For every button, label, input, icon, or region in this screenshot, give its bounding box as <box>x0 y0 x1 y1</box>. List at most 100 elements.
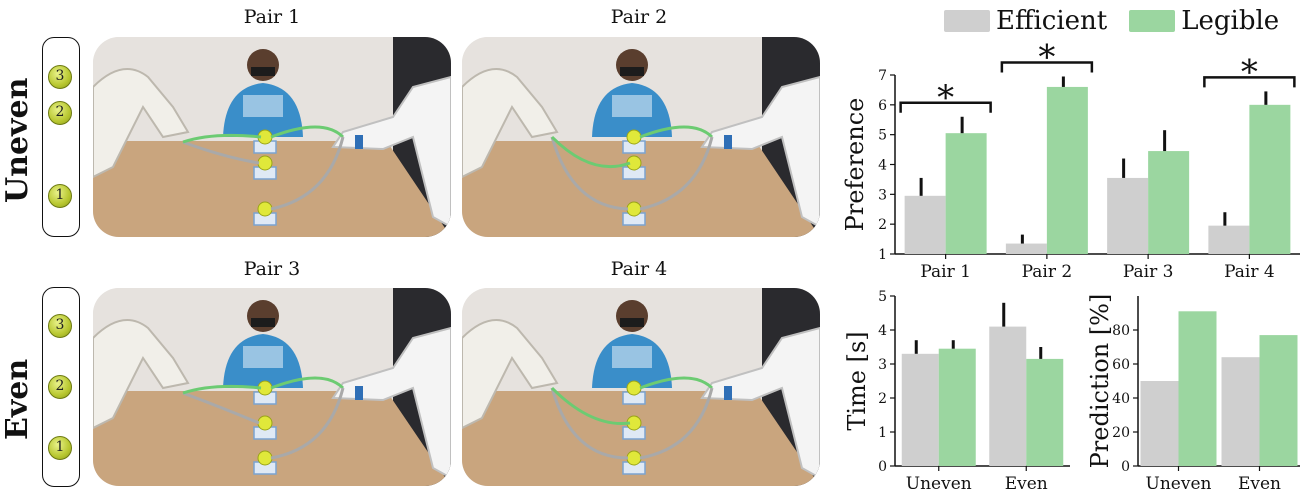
chart-1: 0 1 2 3 4 5 Time [s] Uneven Even <box>843 289 1070 490</box>
significance-mark: * <box>1038 37 1055 77</box>
significance-mark: * <box>937 78 954 118</box>
x-tick-label: Uneven <box>906 474 972 490</box>
y-tick-label: 4 <box>878 323 887 339</box>
trajectory-legible-right <box>270 125 345 139</box>
trajectory-efficient <box>182 140 260 165</box>
x-tick-label: Pair 3 <box>1123 262 1174 282</box>
trajectory-efficient-right <box>639 387 714 460</box>
trajectory-legible-right <box>270 376 345 390</box>
bar-efficient <box>1107 177 1149 254</box>
legend-label-efficient: Efficient <box>996 6 1108 36</box>
y-tick-label: 5 <box>878 289 887 305</box>
significance-mark: * <box>1241 52 1258 92</box>
y-tick-label: 4 <box>878 158 887 174</box>
y-tick-label: 2 <box>878 217 887 233</box>
bar-efficient <box>904 195 946 254</box>
y-axis-label: Time [s] <box>843 331 871 430</box>
bar-legible <box>1046 86 1088 254</box>
y-tick-label: 80 <box>1112 323 1130 339</box>
scene-photo-pair-1 <box>93 37 451 237</box>
significance-bracket <box>1203 76 1296 88</box>
y-tick-label: 7 <box>878 68 887 84</box>
y-axis-label: Prediction [%] <box>1086 294 1114 469</box>
mask <box>620 318 644 327</box>
y-tick-label: 2 <box>878 391 887 407</box>
ball-marker-even-3: 3 <box>48 314 72 338</box>
bar-legible <box>1259 335 1298 466</box>
ball-marker-uneven-2: 2 <box>48 101 72 125</box>
x-tick-label: Even <box>1238 474 1281 490</box>
ball-marker-uneven-3: 3 <box>48 65 72 89</box>
bar-legible <box>1026 358 1064 466</box>
x-tick-label: Pair 2 <box>1022 262 1073 282</box>
trajectory-legible-right <box>639 125 714 139</box>
y-tick-label: 1 <box>878 425 887 441</box>
mask <box>251 318 275 327</box>
scene-photo-pair-3 <box>93 288 451 486</box>
chart-0: 1 2 3 4 5 6 7 Preference Pair 1 Pair 2 Pair 3 Pair … <box>841 37 1300 282</box>
pair-title-3: Pair 3 <box>243 258 301 280</box>
table <box>462 141 820 237</box>
bar-legible <box>1148 151 1190 254</box>
y-tick-label: 20 <box>1112 425 1130 441</box>
bar-efficient <box>1005 243 1047 254</box>
scene-photo-pair-2 <box>462 37 820 237</box>
mask <box>620 67 644 76</box>
pair-title-4: Pair 4 <box>610 258 668 280</box>
left-robot-arm <box>462 319 559 430</box>
pair-title-1: Pair 1 <box>243 6 301 28</box>
significance-bracket <box>899 101 992 113</box>
bar-legible <box>938 348 976 466</box>
bar-efficient <box>1208 225 1250 254</box>
y-tick-label: 40 <box>1112 391 1130 407</box>
scene-photo-pair-4 <box>462 288 820 486</box>
left-robot-arm <box>93 68 190 179</box>
trajectory-efficient <box>550 136 629 211</box>
x-tick-label: Uneven <box>1146 474 1212 490</box>
pair-title-2: Pair 2 <box>610 6 668 28</box>
scene-illustration <box>93 37 451 237</box>
chart-legend: Efficient Legible <box>944 6 1279 36</box>
bar-efficient <box>989 326 1027 466</box>
scene-illustration <box>93 288 451 486</box>
bar-legible <box>1178 311 1217 466</box>
shirt-print <box>243 346 283 368</box>
trajectory-legible-right <box>639 376 714 390</box>
y-tick-label: 5 <box>878 128 887 144</box>
legend-swatch-efficient <box>944 10 990 32</box>
robot-joint-blue <box>355 135 363 149</box>
trajectory-legible <box>550 386 631 426</box>
mask <box>251 67 275 76</box>
y-tick-label: 0 <box>878 459 887 475</box>
y-tick-label: 0 <box>1121 459 1130 475</box>
bar-efficient <box>1221 357 1260 466</box>
left-robot-arm <box>462 68 559 179</box>
scene-illustration <box>462 37 820 237</box>
y-tick-label: 3 <box>878 357 887 373</box>
trajectory-efficient-right <box>270 387 345 460</box>
trajectory-efficient <box>182 391 260 425</box>
left-robot-arm <box>93 319 190 430</box>
trajectory-legible <box>182 384 262 395</box>
x-tick-label: Pair 4 <box>1224 262 1275 282</box>
bar-efficient <box>1140 381 1179 466</box>
trajectory-legible <box>550 135 631 169</box>
y-tick-label: 6 <box>878 98 887 114</box>
trajectory-efficient-right <box>639 136 714 211</box>
robot-joint-blue <box>724 386 732 400</box>
ball-marker-uneven-1: 1 <box>48 184 72 208</box>
ball-marker-even-1: 1 <box>48 436 72 460</box>
y-tick-label: 60 <box>1112 357 1130 373</box>
y-axis-label: Preference <box>841 98 869 232</box>
legend-label-legible: Legible <box>1181 6 1280 36</box>
y-tick-label: 1 <box>878 247 887 263</box>
scene-illustration <box>462 288 820 486</box>
y-tick-label: 3 <box>878 187 887 203</box>
bar-legible <box>945 133 987 254</box>
robot-joint-blue <box>355 386 363 400</box>
trajectory-legible <box>182 133 262 144</box>
legend-swatch-legible <box>1129 10 1176 32</box>
bar-legible <box>1249 104 1291 254</box>
